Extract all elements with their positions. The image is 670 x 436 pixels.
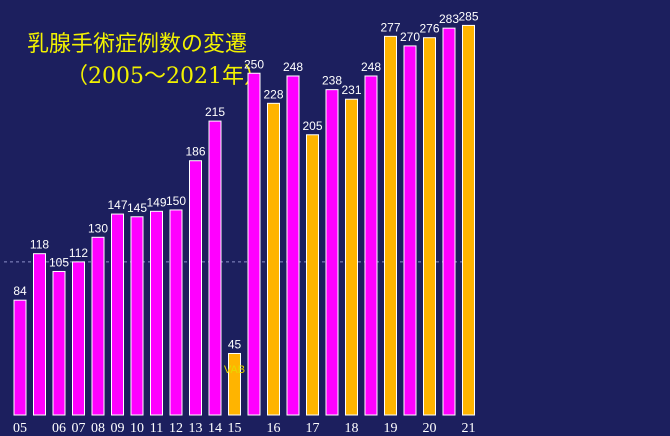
data-label-20-1: 283	[439, 12, 459, 26]
data-label-13-0: 186	[185, 145, 205, 159]
data-label-11-0: 149	[146, 195, 166, 209]
data-label-15-0: 45	[228, 337, 242, 351]
x-tick-09: 09	[111, 421, 125, 436]
bar-18-0	[345, 98, 358, 416]
data-label-16-1: 248	[283, 60, 303, 74]
bar-10-0	[130, 216, 144, 416]
bar-15-0	[228, 352, 241, 416]
bar-13-0	[189, 160, 202, 416]
data-label-17-1: 238	[322, 74, 342, 88]
data-label-17-0: 205	[302, 119, 322, 133]
bar-21-0	[462, 24, 475, 416]
x-tick-08: 08	[91, 421, 105, 436]
chart-title: 乳腺手術症例数の変遷	[27, 32, 248, 57]
bar-19-1	[403, 45, 417, 416]
data-label-12-0: 150	[166, 194, 186, 208]
bar-15-1	[247, 72, 261, 416]
data-label-20-0: 276	[419, 22, 439, 36]
data-label-14-0: 215	[205, 105, 225, 119]
bar-08-0	[91, 236, 105, 416]
data-label-21-0: 285	[458, 9, 478, 23]
bar-14-0	[208, 120, 222, 416]
x-tick-20: 20	[423, 421, 437, 436]
bar-05-0	[13, 299, 27, 416]
x-tick-16: 16	[267, 421, 281, 436]
x-tick-15: 15	[228, 421, 242, 436]
data-label-15-1: 250	[244, 57, 264, 71]
x-tick-18: 18	[345, 421, 359, 436]
data-label-07-0: 112	[69, 246, 88, 260]
data-label-09-0: 147	[107, 198, 127, 212]
x-tick-13: 13	[189, 421, 203, 436]
x-tick-11: 11	[150, 421, 163, 436]
bar-16-1	[286, 75, 300, 416]
bar-16-0	[267, 102, 280, 416]
bar-17-1	[325, 89, 339, 416]
data-label-10-0: 145	[127, 201, 147, 215]
x-tick-06: 06	[52, 421, 66, 436]
x-tick-19: 19	[384, 421, 398, 436]
bar-05-1	[33, 253, 46, 416]
bar-11-0	[150, 210, 163, 416]
bar-20-0	[423, 37, 436, 416]
x-tick-14: 14	[208, 421, 222, 436]
x-tick-21: 21	[462, 421, 476, 436]
data-label-18-1: 248	[361, 60, 381, 74]
x-tick-05: 05	[13, 421, 27, 436]
bar-09-0	[111, 213, 124, 416]
x-tick-07: 07	[72, 421, 86, 436]
data-label-06-0: 105	[49, 255, 69, 269]
bar-07-0	[72, 261, 85, 416]
x-tick-17: 17	[306, 421, 320, 436]
bar-12-0	[169, 209, 183, 416]
bar-18-1	[364, 75, 378, 416]
x-tick-10: 10	[130, 421, 144, 436]
bar-20-1	[442, 27, 456, 416]
bar-19-0	[384, 35, 397, 416]
data-label-08-0: 130	[88, 221, 108, 235]
chart-subtitle: （2005〜2021年）	[66, 64, 266, 89]
annotation-0: VAB	[224, 364, 245, 376]
bar-17-0	[306, 134, 319, 416]
data-label-05-0: 84	[13, 284, 27, 298]
bar-06-0	[52, 270, 66, 416]
x-tick-12: 12	[169, 421, 183, 436]
data-label-19-1: 270	[400, 30, 420, 44]
data-label-05-1: 118	[30, 238, 49, 252]
data-label-18-0: 231	[341, 83, 361, 97]
data-label-19-0: 277	[380, 20, 400, 34]
data-label-16-0: 228	[263, 87, 283, 101]
